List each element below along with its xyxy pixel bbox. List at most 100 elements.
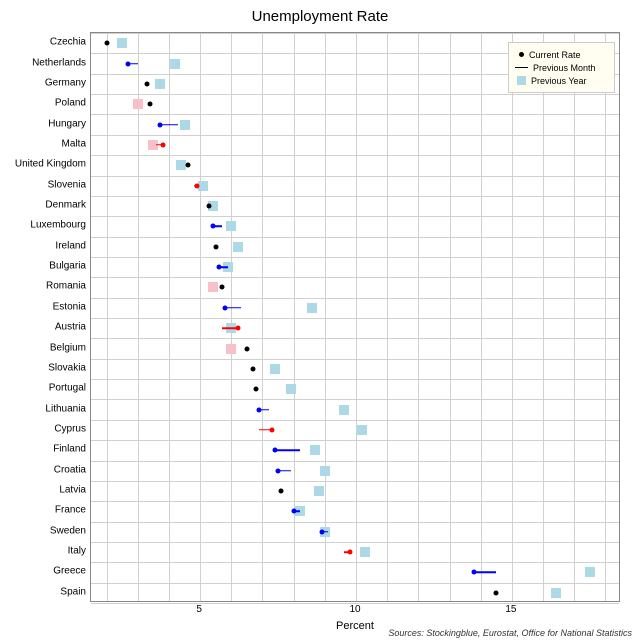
current-marker	[319, 529, 324, 534]
current-marker	[254, 387, 259, 392]
y-tick-label: Luxembourg	[30, 220, 86, 231]
prev-year-marker	[339, 405, 349, 415]
y-tick-label: Slovenia	[48, 179, 86, 190]
y-tick-label: Lithuania	[45, 403, 86, 414]
y-tick-label: Estonia	[53, 301, 86, 312]
grid-horizontal	[91, 114, 619, 115]
x-tick-label: 15	[505, 604, 516, 615]
y-tick-label: Czechia	[50, 37, 86, 48]
current-marker	[207, 204, 212, 209]
grid-horizontal	[91, 481, 619, 482]
legend-label: Previous Month	[533, 63, 596, 73]
legend-prev-year: Previous Year	[515, 74, 608, 87]
y-tick-label: Sweden	[50, 525, 86, 536]
prev-year-marker	[198, 181, 208, 191]
y-tick-label: Portugal	[49, 383, 86, 394]
prev-year-marker	[310, 445, 320, 455]
grid-horizontal	[91, 501, 619, 502]
y-tick-label: Slovakia	[48, 362, 86, 373]
prev-year-marker	[133, 99, 143, 109]
current-marker	[223, 305, 228, 310]
prev-year-marker	[357, 425, 367, 435]
prev-year-marker	[208, 282, 218, 292]
y-tick-label: Greece	[53, 566, 86, 577]
current-marker	[216, 265, 221, 270]
y-tick-label: Malta	[62, 138, 86, 149]
current-marker	[219, 285, 224, 290]
legend-label: Current Rate	[529, 50, 581, 60]
grid-horizontal	[91, 318, 619, 319]
prev-year-marker	[286, 384, 296, 394]
current-marker	[244, 346, 249, 351]
current-marker	[160, 142, 165, 147]
dot-icon	[519, 52, 524, 57]
grid-vertical	[450, 33, 451, 601]
grid-horizontal	[91, 399, 619, 400]
grid-horizontal	[91, 338, 619, 339]
grid-horizontal	[91, 277, 619, 278]
prev-year-marker	[360, 547, 370, 557]
prev-year-marker	[585, 567, 595, 577]
y-tick-label: Cyprus	[54, 423, 86, 434]
grid-horizontal	[91, 298, 619, 299]
current-marker	[104, 41, 109, 46]
current-marker	[185, 163, 190, 168]
y-tick-label: United Kingdom	[15, 159, 86, 170]
grid-horizontal	[91, 257, 619, 258]
current-marker	[195, 183, 200, 188]
grid-horizontal	[91, 33, 619, 34]
grid-horizontal	[91, 216, 619, 217]
prev-year-marker	[270, 364, 280, 374]
grid-vertical	[512, 33, 513, 601]
grid-horizontal	[91, 461, 619, 462]
prev-year-marker	[314, 486, 324, 496]
current-marker	[257, 407, 262, 412]
grid-horizontal	[91, 94, 619, 95]
prev-month-trail	[275, 450, 300, 452]
grid-vertical	[107, 33, 108, 601]
grid-vertical	[231, 33, 232, 601]
grid-horizontal	[91, 542, 619, 543]
y-tick-label: Poland	[55, 98, 86, 109]
current-marker	[272, 448, 277, 453]
prev-year-marker	[226, 221, 236, 231]
y-tick-label: Hungary	[48, 118, 86, 129]
current-marker	[210, 224, 215, 229]
grid-vertical	[574, 33, 575, 601]
grid-vertical	[325, 33, 326, 601]
current-marker	[213, 244, 218, 249]
line-icon	[515, 67, 528, 69]
prev-year-marker	[233, 242, 243, 252]
prev-month-trail	[160, 124, 179, 126]
current-marker	[276, 468, 281, 473]
source-text: Sources: Stockingblue, Eurostat, Office …	[388, 628, 632, 638]
legend: Current Rate Previous Month Previous Yea…	[508, 42, 615, 93]
grid-horizontal	[91, 583, 619, 584]
current-marker	[251, 366, 256, 371]
grid-horizontal	[91, 379, 619, 380]
grid-horizontal	[91, 155, 619, 156]
grid-horizontal	[91, 176, 619, 177]
plot-area	[90, 32, 620, 602]
grid-horizontal	[91, 440, 619, 441]
prev-year-marker	[170, 59, 180, 69]
grid-horizontal	[91, 359, 619, 360]
legend-current: Current Rate	[515, 48, 608, 61]
grid-vertical	[387, 33, 388, 601]
current-marker	[148, 102, 153, 107]
y-tick-label: Finland	[53, 444, 86, 455]
grid-vertical	[543, 33, 544, 601]
prev-year-marker	[226, 344, 236, 354]
grid-horizontal	[91, 135, 619, 136]
prev-year-marker	[117, 38, 127, 48]
grid-horizontal	[91, 420, 619, 421]
grid-vertical	[262, 33, 263, 601]
current-marker	[291, 509, 296, 514]
prev-year-marker	[155, 79, 165, 89]
grid-vertical	[605, 33, 606, 601]
y-tick-label: Latvia	[59, 485, 86, 496]
y-tick-label: Germany	[45, 77, 86, 88]
current-marker	[126, 61, 131, 66]
current-marker	[472, 570, 477, 575]
y-tick-label: Romania	[46, 281, 86, 292]
